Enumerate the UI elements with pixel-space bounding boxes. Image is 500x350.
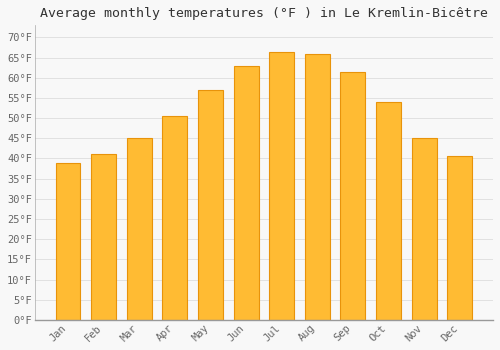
Bar [305,54,330,320]
Bar [269,51,294,320]
Title: Average monthly temperatures (°F ) in Le Kremlin-Bicêtre: Average monthly temperatures (°F ) in Le… [40,7,488,20]
Bar [198,90,223,320]
Bar [340,72,365,320]
Bar [56,162,80,320]
Bar [448,156,472,320]
Bar [162,116,188,320]
Bar [127,138,152,320]
Bar [91,154,116,320]
Bar [412,138,436,320]
Bar [234,66,258,320]
Bar [376,102,401,320]
